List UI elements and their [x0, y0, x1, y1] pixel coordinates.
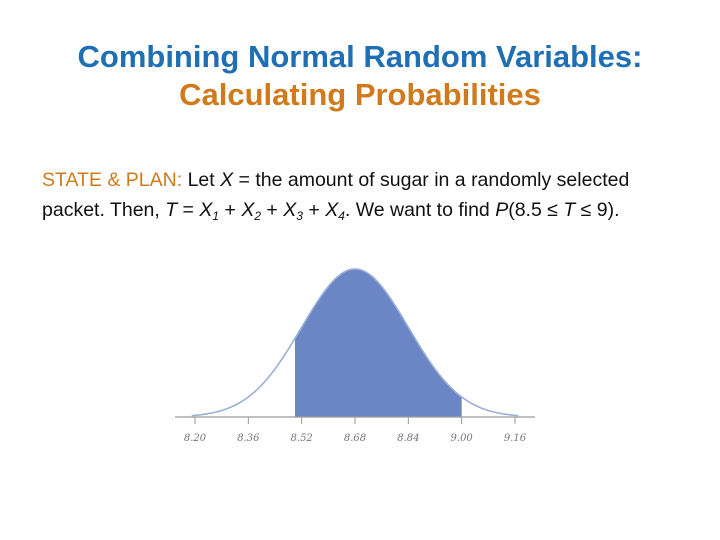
x-tick-label: 8.36	[237, 433, 260, 444]
body-text-4: . We want to find	[344, 199, 496, 221]
x-tick-label: 8.20	[184, 433, 207, 444]
body-text-1: Let	[182, 169, 221, 191]
body-text-3: =	[177, 199, 200, 221]
plus-2: +	[261, 199, 284, 221]
x-tick-label: 8.84	[397, 433, 419, 444]
body-text-2: = the amount of sugar in a randomly sele…	[42, 169, 630, 221]
title-line-2: Calculating Probabilities	[179, 77, 541, 112]
body-paragraph: STATE & PLAN: Let X = the amount of suga…	[42, 165, 682, 225]
var-x4: X	[325, 199, 339, 221]
var-t-2: T	[563, 199, 576, 221]
x-tick-label: 8.68	[344, 433, 366, 444]
state-plan-label: STATE & PLAN:	[42, 169, 183, 191]
shaded-area	[295, 269, 462, 417]
normal-curve-chart: 8.20 8.36 8.52 8.68 8.84 9.00 9.16	[175, 268, 535, 444]
title-line-1: Combining Normal Random Variables:	[77, 39, 643, 74]
var-x: X	[220, 169, 234, 191]
var-x2: X	[241, 199, 255, 221]
sub-1: 1	[212, 209, 220, 223]
sub-3: 3	[296, 209, 303, 223]
sub-4: 4	[338, 209, 345, 223]
var-x3: X	[283, 199, 297, 221]
sub-2: 2	[254, 209, 262, 223]
body-text-6: ≤ 9).	[575, 199, 620, 221]
x-tick-label: 9.00	[451, 433, 474, 444]
x-tick-label: 9.16	[504, 433, 527, 444]
plus-3: +	[302, 199, 326, 221]
normal-curve	[191, 268, 519, 417]
x-tick-label: 8.52	[291, 433, 313, 444]
slide-title: Combining Normal Random Variables: Calcu…	[0, 38, 720, 114]
var-x1: X	[199, 199, 213, 221]
body-text-5: (8.5 ≤	[508, 199, 564, 221]
var-t: T	[165, 199, 178, 221]
plus-1: +	[219, 199, 242, 221]
var-p: P	[495, 199, 509, 221]
